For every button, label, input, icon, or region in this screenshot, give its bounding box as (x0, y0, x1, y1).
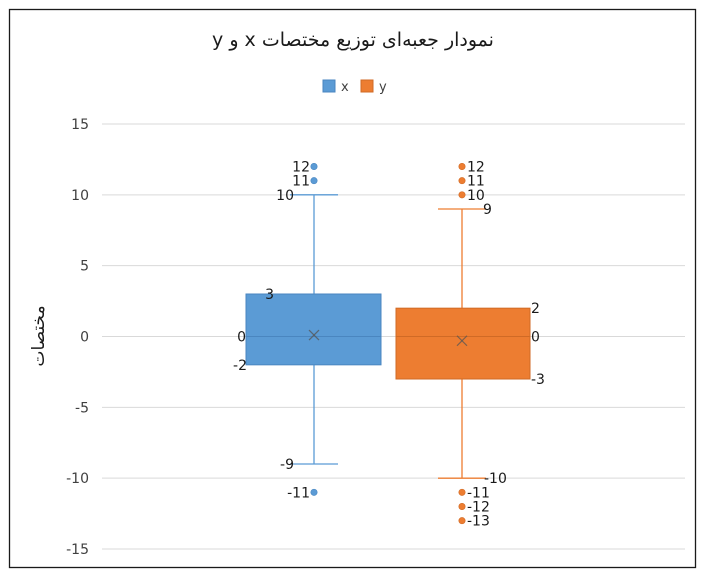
x-data-label-3: 3 (265, 287, 274, 303)
y-outlier-1 (458, 177, 466, 185)
x-outlier-0 (310, 163, 318, 171)
legend-label-x: x (341, 80, 349, 95)
y-data-label-1: 11 (467, 174, 485, 190)
chart-frame (8, 8, 697, 569)
y-tick-label-2: -5 (75, 400, 89, 416)
legend-swatch-y (360, 79, 374, 93)
y-outlier-2 (458, 191, 466, 199)
y-outlier-3 (458, 488, 466, 496)
x-outlier-2 (310, 488, 318, 496)
y-data-label-9: -12 (467, 500, 490, 516)
y-mean-marker-b (456, 335, 468, 347)
gridlines (102, 123, 685, 550)
y-data-label-8: -11 (467, 485, 490, 501)
y-data-label-7: -10 (484, 471, 507, 487)
y-data-label-6: -3 (531, 372, 545, 388)
y-tick-label-4: 5 (80, 259, 89, 275)
y-box (395, 307, 531, 380)
y-outlier-5 (458, 517, 466, 525)
chart-title: نمودار جعبه‌ای توزیع مختصات x و y (212, 29, 494, 51)
y-tick-label-1: -10 (66, 471, 89, 487)
x-data-label-6: -9 (280, 457, 294, 473)
y-data-label-5: 0 (531, 330, 540, 346)
y-axis-label: مختصات (29, 305, 49, 366)
x-mean-marker-b (308, 329, 320, 341)
x-data-label-7: -11 (287, 485, 310, 501)
y-data-label-10: -13 (467, 514, 490, 530)
x-outlier-1 (310, 177, 318, 185)
y-axis-ticks: -15 -10 -5 0 5 10 15 (66, 117, 89, 558)
y-tick-label-0: -15 (66, 542, 89, 558)
x-data-label-2: 10 (276, 188, 294, 204)
x-data-label-4: 0 (237, 330, 246, 346)
y-outlier-0 (458, 163, 466, 171)
y-tick-label-6: 15 (71, 117, 89, 133)
legend-label-y: y (379, 80, 387, 95)
legend-swatch-x (322, 79, 336, 93)
x-data-label-5: -2 (233, 358, 247, 374)
y-data-label-2: 10 (467, 188, 485, 204)
y-data-label-0: 12 (467, 160, 485, 176)
y-data-label-4: 2 (531, 301, 540, 317)
x-data-label-0: 12 (292, 160, 310, 176)
y-data-label-3: 9 (483, 202, 492, 218)
y-outlier-4 (458, 502, 466, 510)
x-data-label-1: 11 (292, 174, 310, 190)
y-tick-label-5: 10 (71, 188, 89, 204)
y-tick-label-3: 0 (80, 330, 89, 346)
x-box (245, 293, 382, 366)
